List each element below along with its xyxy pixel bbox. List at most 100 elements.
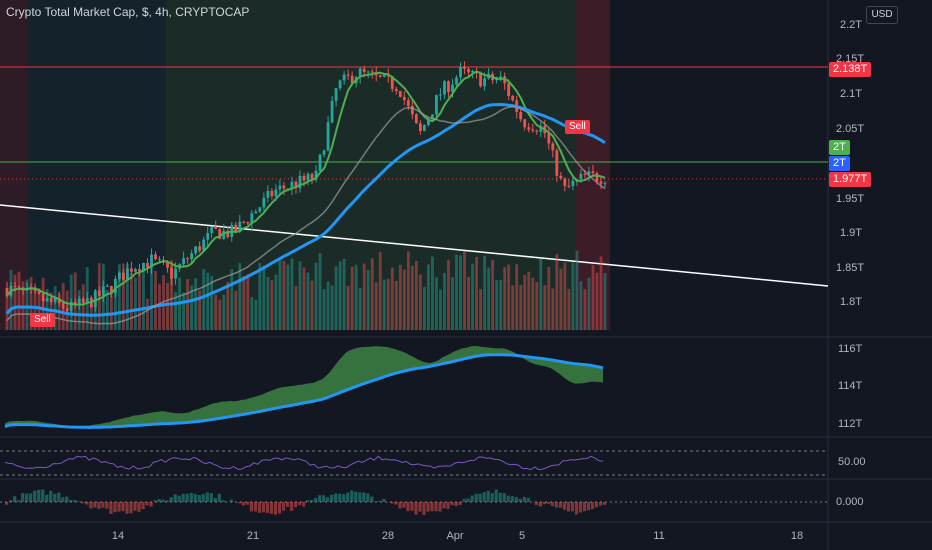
candle-body bbox=[451, 84, 454, 93]
volume-bar bbox=[463, 251, 466, 330]
volume-bar bbox=[571, 262, 575, 330]
candle-body bbox=[603, 183, 607, 185]
candle-body bbox=[326, 122, 330, 151]
volume-bar bbox=[378, 252, 382, 330]
cloud-baseline bbox=[4, 353, 604, 430]
volume-bar bbox=[13, 274, 17, 330]
candle-body bbox=[174, 268, 177, 279]
candle-body bbox=[306, 173, 310, 181]
trend-line[interactable] bbox=[0, 204, 829, 287]
volume-bar bbox=[414, 260, 418, 330]
volume-bar bbox=[121, 263, 125, 330]
candle-body bbox=[527, 127, 531, 130]
candle-body bbox=[45, 298, 49, 302]
volume-bar bbox=[354, 264, 358, 330]
cloud-area bbox=[5, 345, 603, 428]
volume-bar bbox=[511, 285, 515, 330]
histogram-bar bbox=[253, 502, 258, 512]
histogram-bar bbox=[550, 502, 555, 506]
histogram-bar bbox=[470, 495, 474, 502]
candle-body bbox=[117, 272, 121, 280]
volume-bar bbox=[435, 277, 438, 330]
currency-button[interactable]: USD bbox=[866, 6, 898, 24]
histogram-bar bbox=[538, 502, 542, 507]
histogram-bar bbox=[161, 499, 165, 502]
candle-body bbox=[378, 75, 382, 77]
candle-body bbox=[242, 221, 246, 223]
candle-body bbox=[414, 114, 418, 124]
candle-body bbox=[37, 291, 41, 294]
candle-body bbox=[471, 71, 474, 73]
candle-body bbox=[290, 181, 294, 189]
volume-bar bbox=[29, 276, 33, 330]
volume-bar bbox=[575, 250, 579, 330]
candle-body bbox=[270, 190, 274, 197]
candle-body bbox=[330, 100, 334, 123]
histogram-bar bbox=[249, 502, 254, 512]
volume-bar bbox=[523, 274, 527, 330]
candle-body bbox=[258, 207, 262, 212]
candle-body bbox=[101, 286, 105, 296]
candle-body bbox=[595, 173, 599, 182]
cloud-panel bbox=[4, 345, 604, 430]
candle-body bbox=[61, 303, 65, 309]
histogram-bar bbox=[494, 489, 498, 502]
candle-body bbox=[138, 269, 141, 272]
volume-bar bbox=[427, 264, 430, 330]
histogram-bar bbox=[193, 493, 197, 502]
histogram-bar bbox=[418, 502, 422, 512]
resistance-price-badge: 2.138T bbox=[829, 62, 872, 77]
volume-bar bbox=[146, 298, 149, 330]
candle-body bbox=[406, 100, 410, 106]
volume-bar bbox=[234, 290, 238, 330]
histogram-bar bbox=[402, 502, 406, 508]
volume-bar bbox=[222, 294, 226, 330]
histogram-bar bbox=[37, 489, 41, 502]
candle-body bbox=[13, 285, 17, 287]
volume-bar bbox=[190, 285, 194, 330]
histogram-bar bbox=[177, 495, 181, 502]
candle-body bbox=[334, 88, 338, 101]
volume-bar bbox=[346, 285, 350, 330]
histogram-bar bbox=[173, 494, 177, 502]
last-price-badge: 1.977T bbox=[829, 172, 872, 187]
histogram-bar bbox=[209, 493, 213, 502]
volume-bar bbox=[467, 277, 470, 330]
volume-bar bbox=[270, 280, 274, 330]
histogram-bar bbox=[370, 496, 374, 502]
histogram-bar bbox=[522, 496, 526, 502]
candle-body bbox=[73, 301, 77, 305]
gray-ma-line bbox=[6, 105, 606, 325]
histogram-bar bbox=[109, 502, 113, 514]
volume-bar bbox=[447, 259, 450, 330]
volume-bar bbox=[262, 265, 266, 330]
histogram-bar bbox=[454, 502, 458, 507]
volume-bar bbox=[266, 277, 270, 330]
panel3-tick: 50.00 bbox=[838, 456, 866, 468]
zone-green-left bbox=[28, 0, 166, 330]
candle-body bbox=[222, 230, 226, 239]
volume-bar bbox=[374, 282, 378, 330]
histogram-bar bbox=[45, 494, 49, 502]
volume-bar bbox=[499, 279, 503, 330]
volume-bar bbox=[21, 281, 25, 330]
volume-bar bbox=[318, 253, 322, 330]
volume-bar bbox=[206, 272, 210, 330]
volume-bar bbox=[483, 255, 486, 330]
oscillator-panel bbox=[0, 450, 828, 476]
moving-averages bbox=[5, 70, 606, 325]
candle-body bbox=[158, 258, 161, 260]
histogram-bar bbox=[318, 495, 322, 502]
candle-body bbox=[366, 71, 370, 73]
candle-body bbox=[154, 254, 157, 259]
histogram-bar bbox=[354, 491, 358, 502]
histogram-bar bbox=[602, 502, 607, 505]
candle-body bbox=[190, 253, 194, 260]
histogram-bar bbox=[482, 492, 486, 502]
histogram-bar bbox=[281, 502, 286, 511]
green-price-badge: 2T bbox=[829, 140, 850, 155]
histogram-bar bbox=[165, 500, 169, 502]
candle-body bbox=[278, 185, 282, 190]
histogram-bar bbox=[566, 502, 571, 512]
